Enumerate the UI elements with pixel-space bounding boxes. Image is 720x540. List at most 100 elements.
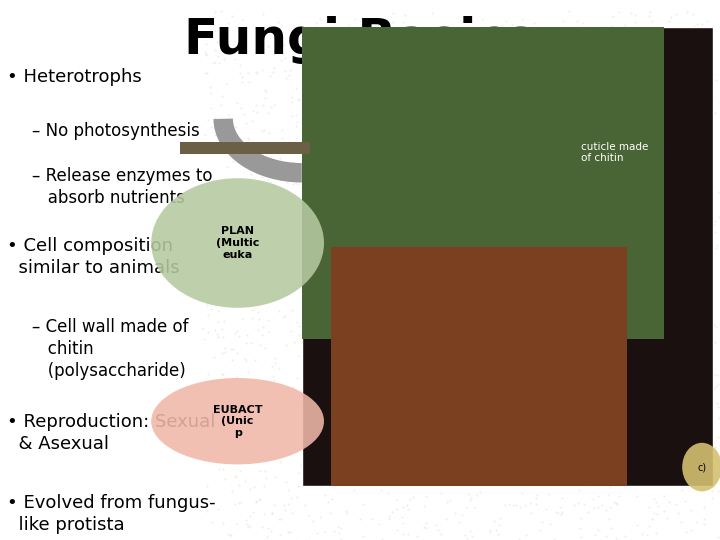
Point [477, 366, 488, 374]
Point [634, 374, 645, 382]
Point [400, 474, 412, 483]
Point [392, 431, 404, 440]
Point [321, 170, 333, 179]
Point [578, 39, 590, 48]
Point [328, 526, 339, 535]
Point [225, 277, 237, 286]
Point [204, 83, 215, 91]
Point [695, 477, 706, 486]
Point [477, 89, 489, 98]
Point [669, 114, 680, 123]
Point [652, 233, 664, 242]
Point [533, 26, 544, 35]
Point [461, 32, 472, 41]
Point [207, 211, 218, 219]
Point [611, 435, 623, 443]
Point [420, 348, 432, 356]
Point [540, 82, 552, 90]
Point [551, 416, 562, 425]
Point [201, 69, 212, 77]
Point [582, 508, 594, 517]
Point [646, 201, 657, 210]
Point [224, 531, 235, 539]
Point [636, 119, 648, 127]
Point [286, 306, 297, 314]
Point [241, 180, 253, 188]
Point [235, 314, 247, 323]
Point [234, 297, 246, 306]
Point [264, 177, 276, 186]
Point [485, 233, 496, 242]
Point [584, 332, 595, 341]
Point [330, 92, 342, 100]
Point [684, 230, 696, 239]
Point [702, 326, 714, 334]
Point [698, 470, 710, 478]
Point [549, 348, 560, 356]
Point [640, 52, 652, 61]
Point [215, 274, 226, 283]
Point [484, 528, 495, 537]
Point [323, 288, 334, 296]
Point [246, 314, 258, 322]
Point [286, 509, 297, 518]
Point [529, 472, 541, 481]
Point [554, 396, 565, 405]
Point [685, 506, 697, 515]
Point [483, 101, 495, 110]
Point [319, 491, 330, 500]
Point [355, 456, 366, 465]
Point [379, 103, 390, 111]
Point [639, 294, 651, 303]
Point [522, 51, 534, 59]
Point [670, 292, 681, 300]
Point [456, 199, 468, 208]
Point [233, 481, 245, 490]
Point [363, 472, 374, 481]
Point [609, 277, 621, 286]
Point [618, 290, 630, 299]
Point [247, 508, 258, 516]
Point [685, 165, 697, 173]
Point [446, 423, 457, 432]
Point [527, 78, 539, 87]
Point [454, 160, 465, 168]
Point [451, 462, 463, 471]
Point [279, 506, 291, 515]
Point [621, 228, 632, 237]
Point [557, 384, 569, 393]
Point [210, 131, 221, 139]
Point [420, 130, 431, 138]
Point [603, 491, 614, 500]
Point [468, 33, 480, 42]
Point [582, 89, 594, 98]
Point [573, 453, 585, 462]
Point [240, 339, 252, 347]
Point [516, 404, 527, 413]
Point [524, 238, 536, 246]
Point [616, 284, 628, 292]
Point [542, 232, 554, 240]
Point [600, 505, 612, 514]
Point [626, 109, 637, 118]
Point [581, 285, 593, 294]
Point [364, 70, 376, 79]
Point [401, 153, 413, 161]
Point [608, 168, 619, 177]
Point [416, 157, 428, 165]
Point [545, 44, 557, 52]
Point [207, 518, 218, 526]
Point [516, 201, 527, 210]
Point [467, 29, 479, 37]
Point [659, 507, 670, 515]
Point [372, 473, 383, 482]
Point [590, 164, 602, 173]
Point [462, 16, 474, 25]
Point [210, 27, 221, 36]
Point [580, 293, 592, 302]
Point [314, 70, 325, 78]
Point [480, 96, 492, 105]
Point [275, 55, 287, 64]
Point [530, 425, 541, 434]
Point [707, 482, 719, 491]
